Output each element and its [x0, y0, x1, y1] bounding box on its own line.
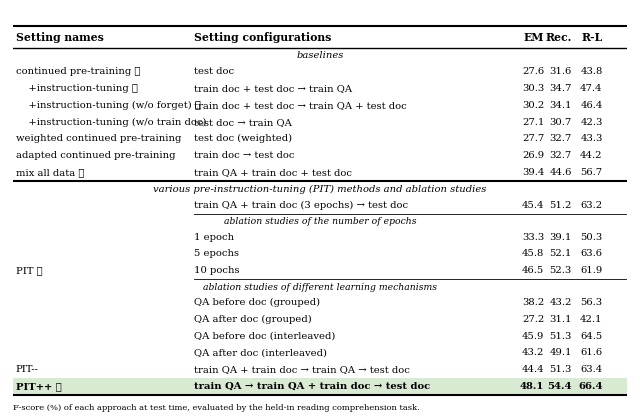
Text: 30.3: 30.3 — [522, 84, 544, 93]
Text: 30.2: 30.2 — [522, 101, 544, 110]
Text: train doc + test doc → train QA + test doc: train doc + test doc → train QA + test d… — [194, 101, 407, 110]
Text: 44.6: 44.6 — [550, 168, 572, 177]
Text: weighted continued pre-training: weighted continued pre-training — [16, 134, 181, 144]
Text: 63.6: 63.6 — [580, 250, 603, 258]
Text: 31.1: 31.1 — [549, 315, 572, 324]
Text: F-score (%) of each approach at test time, evaluated by the held-in reading comp: F-score (%) of each approach at test tim… — [13, 404, 420, 412]
Text: 51.2: 51.2 — [550, 201, 572, 210]
Text: 43.2: 43.2 — [550, 298, 572, 307]
Text: 64.5: 64.5 — [580, 332, 603, 341]
Text: baselines: baselines — [296, 51, 344, 60]
Text: Setting configurations: Setting configurations — [194, 32, 332, 43]
Text: Rec.: Rec. — [545, 32, 572, 43]
Text: 66.4: 66.4 — [578, 382, 603, 391]
Text: various pre-instruction-tuning (PIT) methods and ablation studies: various pre-instruction-tuning (PIT) met… — [154, 185, 486, 194]
Text: PIT ⑦: PIT ⑦ — [16, 266, 42, 275]
Text: QA before doc (grouped): QA before doc (grouped) — [194, 298, 320, 307]
Bar — [13, 378, 627, 395]
Text: mix all data ④: mix all data ④ — [16, 168, 84, 177]
Text: 63.2: 63.2 — [580, 201, 603, 210]
Text: +instruction-tuning (w/o train doc): +instruction-tuning (w/o train doc) — [16, 118, 206, 127]
Text: QA after doc (grouped): QA after doc (grouped) — [194, 315, 312, 324]
Text: R-L: R-L — [581, 32, 603, 43]
Text: 43.2: 43.2 — [522, 349, 544, 357]
Text: test doc (weighted): test doc (weighted) — [194, 134, 292, 144]
Text: 39.1: 39.1 — [550, 233, 572, 242]
Text: 32.7: 32.7 — [550, 134, 572, 144]
Text: ablation studies of different learning mechanisms: ablation studies of different learning m… — [203, 282, 437, 292]
Text: 27.7: 27.7 — [522, 134, 544, 144]
Text: PIT--: PIT-- — [16, 365, 39, 374]
Text: test doc: test doc — [194, 67, 234, 76]
Text: 51.3: 51.3 — [550, 365, 572, 374]
Text: 56.3: 56.3 — [580, 298, 603, 307]
Text: train doc + test doc → train QA: train doc + test doc → train QA — [194, 84, 352, 93]
Text: adapted continued pre-training: adapted continued pre-training — [16, 151, 175, 160]
Text: PIT++ ⑧: PIT++ ⑧ — [16, 382, 61, 391]
Text: 52.1: 52.1 — [550, 250, 572, 258]
Text: 45.9: 45.9 — [522, 332, 544, 341]
Text: continued pre-training ①: continued pre-training ① — [16, 67, 140, 76]
Text: 42.1: 42.1 — [580, 315, 603, 324]
Text: Setting names: Setting names — [16, 32, 104, 43]
Text: ablation studies of the number of epochs: ablation studies of the number of epochs — [224, 217, 416, 226]
Text: train doc → test doc: train doc → test doc — [194, 151, 294, 160]
Text: 33.3: 33.3 — [522, 233, 544, 242]
Text: QA before doc (interleaved): QA before doc (interleaved) — [194, 332, 335, 341]
Text: 10 pochs: 10 pochs — [194, 266, 239, 275]
Text: 27.1: 27.1 — [522, 118, 544, 126]
Text: train QA + train doc (3 epochs) → test doc: train QA + train doc (3 epochs) → test d… — [194, 201, 408, 210]
Text: 51.3: 51.3 — [550, 332, 572, 341]
Text: 34.7: 34.7 — [550, 84, 572, 93]
Text: 45.4: 45.4 — [522, 201, 544, 210]
Text: train QA → train QA + train doc → test doc: train QA → train QA + train doc → test d… — [194, 382, 430, 391]
Text: 56.7: 56.7 — [580, 168, 603, 177]
Text: 27.2: 27.2 — [522, 315, 544, 324]
Text: +instruction-tuning (w/o forget) ③: +instruction-tuning (w/o forget) ③ — [16, 101, 201, 110]
Text: 39.4: 39.4 — [522, 168, 544, 177]
Text: 46.4: 46.4 — [580, 101, 603, 110]
Text: 44.2: 44.2 — [580, 151, 603, 160]
Text: QA after doc (interleaved): QA after doc (interleaved) — [194, 349, 327, 357]
Text: 38.2: 38.2 — [522, 298, 544, 307]
Text: 63.4: 63.4 — [580, 365, 603, 374]
Text: 61.6: 61.6 — [580, 349, 603, 357]
Text: 42.3: 42.3 — [580, 118, 603, 126]
Text: 34.1: 34.1 — [549, 101, 572, 110]
Text: 45.8: 45.8 — [522, 250, 544, 258]
Text: EM: EM — [524, 32, 544, 43]
Text: 30.7: 30.7 — [550, 118, 572, 126]
Text: test doc → train QA: test doc → train QA — [194, 118, 292, 126]
Text: 31.6: 31.6 — [550, 67, 572, 76]
Text: 52.3: 52.3 — [550, 266, 572, 275]
Text: 50.3: 50.3 — [580, 233, 603, 242]
Text: 46.5: 46.5 — [522, 266, 544, 275]
Text: +instruction-tuning ②: +instruction-tuning ② — [16, 84, 138, 93]
Text: 43.3: 43.3 — [580, 134, 603, 144]
Text: 47.4: 47.4 — [580, 84, 603, 93]
Text: train QA + train doc + test doc: train QA + train doc + test doc — [194, 168, 352, 177]
Text: 32.7: 32.7 — [550, 151, 572, 160]
Text: 1 epoch: 1 epoch — [194, 233, 234, 242]
Text: 27.6: 27.6 — [522, 67, 544, 76]
Text: 61.9: 61.9 — [580, 266, 603, 275]
Text: train QA + train doc → train QA → test doc: train QA + train doc → train QA → test d… — [194, 365, 410, 374]
Text: 54.4: 54.4 — [547, 382, 572, 391]
Text: 48.1: 48.1 — [520, 382, 544, 391]
Text: 43.8: 43.8 — [580, 67, 603, 76]
Text: 49.1: 49.1 — [549, 349, 572, 357]
Text: 44.4: 44.4 — [522, 365, 544, 374]
Text: 5 epochs: 5 epochs — [194, 250, 239, 258]
Text: 26.9: 26.9 — [522, 151, 544, 160]
